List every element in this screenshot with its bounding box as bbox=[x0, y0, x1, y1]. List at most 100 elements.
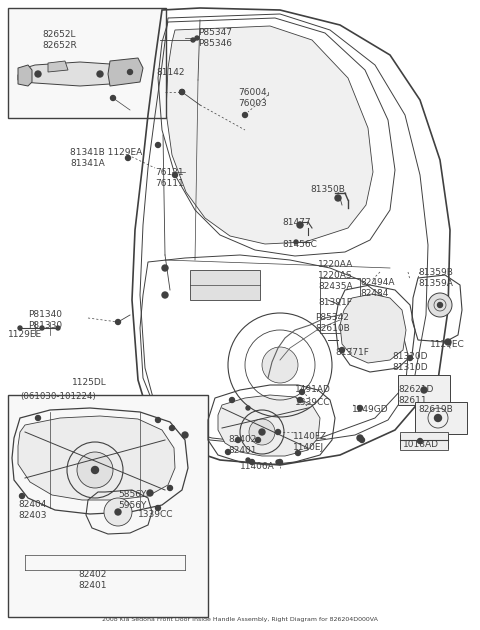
Circle shape bbox=[246, 406, 250, 410]
Text: 2008 Kia Sedona Front Door Inside Handle Assembly, Right Diagram for 826204D000V: 2008 Kia Sedona Front Door Inside Handle… bbox=[102, 617, 378, 622]
Polygon shape bbox=[218, 395, 320, 456]
Circle shape bbox=[358, 406, 362, 411]
Circle shape bbox=[250, 459, 254, 464]
Text: 82494A
82484: 82494A 82484 bbox=[360, 278, 395, 298]
Circle shape bbox=[335, 195, 341, 201]
Text: 82402
82401: 82402 82401 bbox=[78, 570, 107, 590]
Polygon shape bbox=[48, 61, 68, 72]
Circle shape bbox=[300, 389, 304, 394]
Circle shape bbox=[262, 347, 298, 383]
Bar bbox=[398, 375, 450, 405]
Circle shape bbox=[147, 490, 153, 496]
Circle shape bbox=[408, 355, 412, 360]
Circle shape bbox=[172, 173, 178, 178]
Text: 1339CC: 1339CC bbox=[295, 398, 331, 407]
Circle shape bbox=[182, 432, 188, 438]
Circle shape bbox=[156, 505, 160, 510]
Text: 1129EE: 1129EE bbox=[8, 330, 42, 339]
Circle shape bbox=[180, 89, 184, 94]
Circle shape bbox=[242, 113, 248, 118]
Circle shape bbox=[276, 460, 280, 464]
Text: (061030-101224): (061030-101224) bbox=[20, 392, 96, 401]
Text: 1125DL: 1125DL bbox=[72, 378, 107, 387]
Circle shape bbox=[246, 458, 250, 462]
Circle shape bbox=[56, 326, 60, 330]
Circle shape bbox=[339, 348, 345, 353]
Polygon shape bbox=[18, 416, 175, 500]
Circle shape bbox=[180, 89, 184, 94]
Circle shape bbox=[162, 292, 168, 298]
Text: 76004
76003: 76004 76003 bbox=[238, 88, 267, 108]
Circle shape bbox=[156, 418, 160, 423]
Circle shape bbox=[18, 326, 22, 330]
Circle shape bbox=[428, 293, 452, 317]
Text: 5856Y
5956Y: 5856Y 5956Y bbox=[118, 490, 146, 510]
Polygon shape bbox=[166, 26, 373, 244]
Text: 82652L
82652R: 82652L 82652R bbox=[42, 30, 77, 50]
Circle shape bbox=[191, 38, 195, 42]
Text: 82435A: 82435A bbox=[318, 282, 353, 291]
Circle shape bbox=[77, 452, 113, 488]
Text: 1129EC: 1129EC bbox=[430, 340, 465, 349]
Circle shape bbox=[40, 326, 44, 330]
Bar bbox=[8, 395, 208, 617]
Text: 82619B: 82619B bbox=[418, 405, 453, 414]
Circle shape bbox=[128, 69, 132, 74]
Polygon shape bbox=[340, 294, 406, 363]
Text: 82402
82401: 82402 82401 bbox=[228, 435, 256, 455]
Bar bbox=[190, 270, 260, 300]
Bar bbox=[8, 8, 166, 118]
Bar bbox=[400, 432, 448, 450]
Polygon shape bbox=[18, 65, 32, 86]
Circle shape bbox=[115, 509, 121, 515]
Circle shape bbox=[168, 486, 172, 491]
Text: 1140FZ
1140EJ: 1140FZ 1140EJ bbox=[293, 432, 327, 452]
Circle shape bbox=[249, 419, 275, 445]
Text: 81350B: 81350B bbox=[310, 185, 345, 194]
Text: 11406A: 11406A bbox=[240, 462, 275, 471]
Circle shape bbox=[162, 265, 168, 271]
Circle shape bbox=[92, 466, 98, 474]
Text: 81142: 81142 bbox=[156, 68, 184, 77]
Circle shape bbox=[418, 438, 422, 444]
Circle shape bbox=[298, 398, 302, 403]
Circle shape bbox=[255, 437, 261, 442]
Circle shape bbox=[156, 142, 160, 147]
Circle shape bbox=[20, 493, 24, 498]
Circle shape bbox=[434, 415, 442, 421]
Circle shape bbox=[437, 302, 443, 307]
Circle shape bbox=[229, 398, 235, 403]
Text: 82404
82403: 82404 82403 bbox=[18, 500, 47, 520]
Text: 1339CC: 1339CC bbox=[138, 510, 173, 519]
Circle shape bbox=[357, 435, 363, 441]
Text: P81340
P81330: P81340 P81330 bbox=[28, 310, 62, 330]
Circle shape bbox=[297, 222, 303, 228]
Text: 81320D
81310D: 81320D 81310D bbox=[392, 352, 428, 372]
Circle shape bbox=[104, 498, 132, 526]
Text: 81456C: 81456C bbox=[282, 240, 317, 249]
Text: 81359B
81359A: 81359B 81359A bbox=[418, 268, 453, 288]
Circle shape bbox=[116, 319, 120, 324]
Circle shape bbox=[276, 430, 280, 435]
Text: 1018AD: 1018AD bbox=[403, 440, 439, 449]
Circle shape bbox=[296, 450, 300, 455]
Text: 81477: 81477 bbox=[282, 218, 311, 227]
Text: 1491AD: 1491AD bbox=[295, 385, 331, 394]
Circle shape bbox=[35, 71, 41, 77]
Bar bbox=[415, 402, 467, 434]
Text: 82621D
82611: 82621D 82611 bbox=[398, 385, 433, 405]
Circle shape bbox=[360, 437, 364, 442]
Circle shape bbox=[110, 96, 116, 101]
Circle shape bbox=[97, 71, 103, 77]
Circle shape bbox=[259, 429, 265, 435]
Circle shape bbox=[195, 36, 199, 40]
Text: P85342
82610B: P85342 82610B bbox=[315, 313, 350, 333]
Text: 81371F: 81371F bbox=[335, 348, 369, 357]
Circle shape bbox=[445, 339, 451, 345]
Text: 1220AA
1220AS: 1220AA 1220AS bbox=[318, 260, 353, 280]
Circle shape bbox=[421, 387, 427, 393]
Text: 76121
76111: 76121 76111 bbox=[155, 168, 184, 188]
Text: 1249GD: 1249GD bbox=[352, 405, 389, 414]
Bar bbox=[320, 278, 360, 333]
Circle shape bbox=[294, 240, 298, 244]
